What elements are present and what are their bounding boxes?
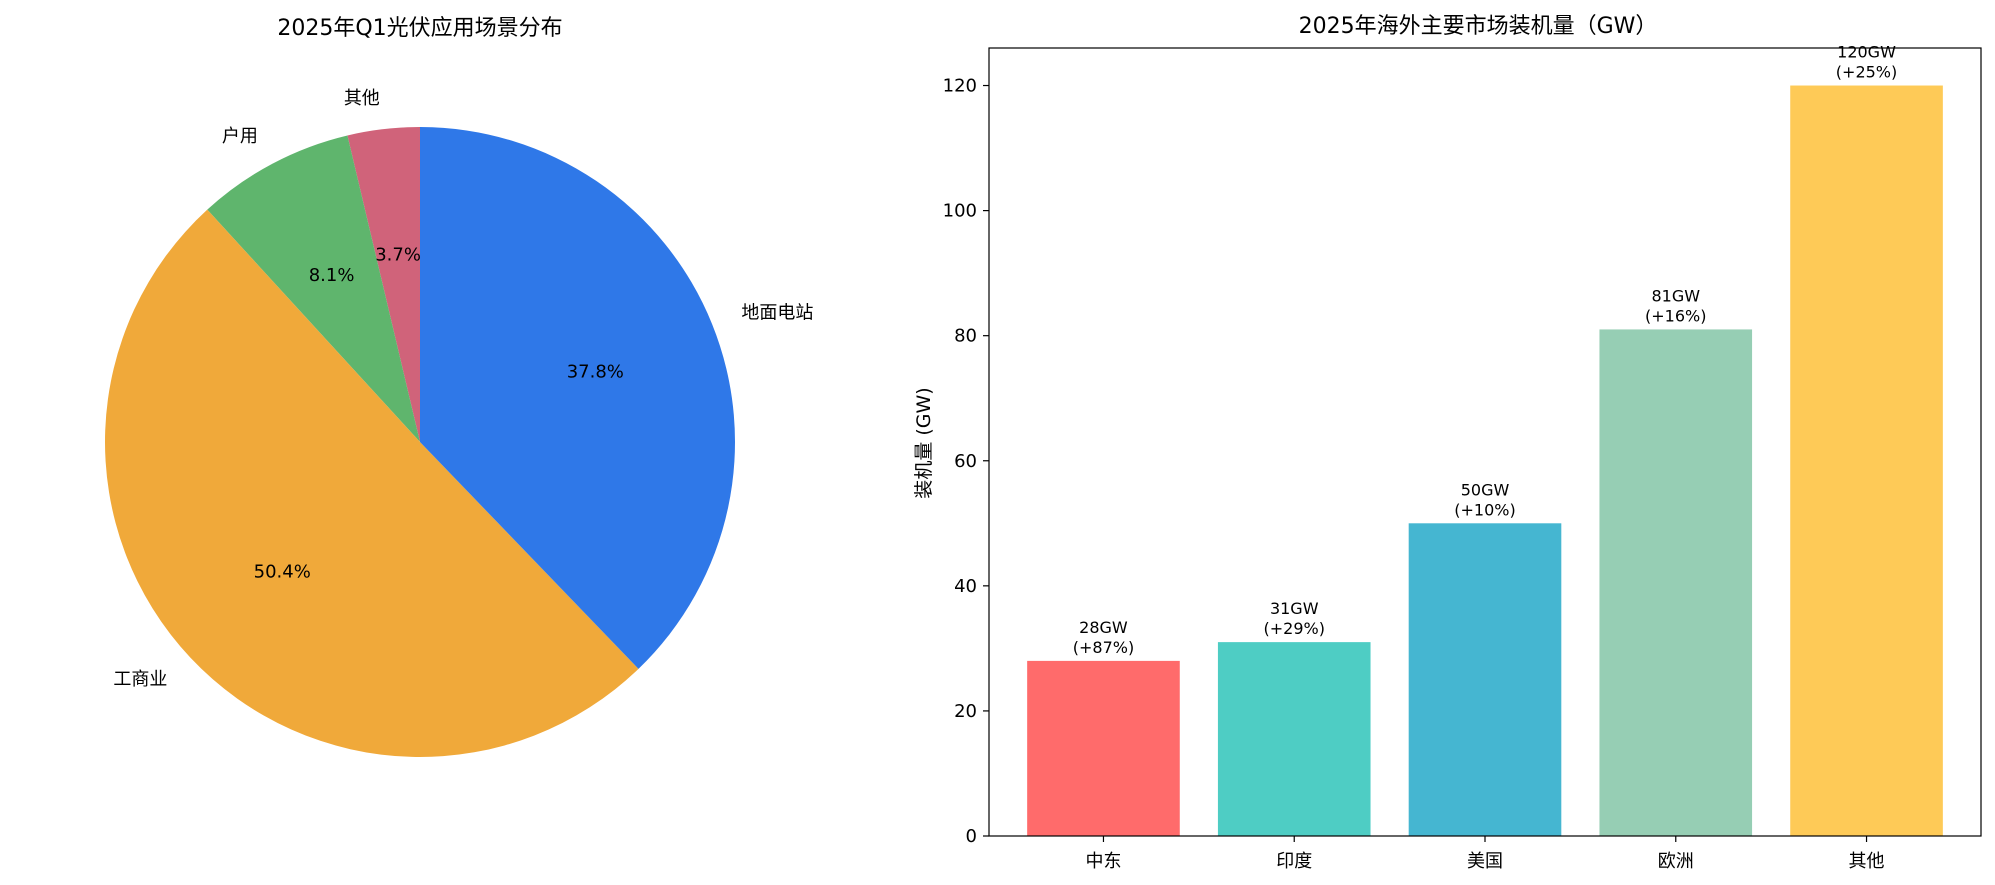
bar-value-label: 81GW [1651, 286, 1700, 305]
x-tick-label: 美国 [1467, 851, 1503, 872]
pie-slice [104, 209, 639, 758]
pie-slice [420, 127, 735, 669]
pie-slice-percent: 3.7% [375, 244, 421, 265]
pie-labels: 其他 3.7% 户用 8.1% 工商业 50.4% 地面电站 37.8% [113, 88, 813, 690]
bar-value-labels: 28GW(+87%) 31GW(+29%) 50GW(+10%) 81GW(+16%)… [1073, 43, 1898, 657]
x-tick-label: 其他 [1849, 851, 1885, 872]
bar-value-label: 120GW [1837, 43, 1896, 62]
y-tick-label: 80 [954, 326, 977, 347]
bar-growth-label: (+29%) [1264, 619, 1325, 638]
y-tick-label: 60 [954, 451, 977, 472]
x-tick-label: 印度 [1276, 851, 1312, 872]
pie-slice-percent: 37.8% [567, 361, 624, 382]
x-axis-ticks: 中东 印度 美国 欧洲 其他 [1085, 836, 1885, 872]
pie-slice [207, 135, 420, 442]
bar-growth-label: (+10%) [1454, 500, 1515, 519]
bar-value-label: 31GW [1270, 599, 1319, 618]
pie-slice-label: 地面电站 [741, 302, 813, 323]
bar-value-label: 50GW [1461, 480, 1510, 499]
pie-slice-label: 工商业 [113, 669, 167, 690]
y-axis-ticks: 0 20 40 60 80 100 120 [943, 76, 989, 847]
y-tick-label: 120 [943, 76, 977, 97]
x-tick-label: 中东 [1085, 851, 1121, 872]
bar-bars [1027, 85, 1943, 837]
pie-title: 2025年Q1光伏应用场景分布 [277, 16, 562, 41]
x-tick-label: 欧洲 [1658, 851, 1694, 872]
bar-chart: 2025年海外主要市场装机量（GW） 装机量 (GW) 0 20 40 60 80 100… [913, 14, 1982, 872]
pie-slice-percent: 8.1% [309, 265, 355, 286]
y-tick-label: 20 [954, 701, 977, 722]
pie-slice-label: 其他 [344, 88, 380, 109]
bar-title: 2025年海外主要市场装机量（GW） [1299, 14, 1658, 39]
bar [1408, 523, 1562, 836]
bar-growth-label: (+87%) [1073, 638, 1134, 657]
bar-growth-label: (+25%) [1836, 63, 1897, 82]
pie-slice [347, 127, 420, 442]
pie-chart: 2025年Q1光伏应用场景分布 其他 3.7% 户用 8.1% 工商业 50.4% 地面电站… [104, 16, 813, 758]
pie-slice-label: 户用 [222, 126, 258, 147]
y-tick-label: 100 [943, 201, 977, 222]
y-tick-label: 0 [966, 826, 977, 847]
bar [1790, 85, 1943, 837]
bar [1027, 660, 1180, 836]
bar [1217, 642, 1371, 836]
bar-value-label: 28GW [1079, 618, 1128, 637]
bar [1599, 329, 1753, 836]
pie-slices [104, 127, 735, 758]
pie-slice-percent: 50.4% [254, 561, 311, 582]
bar-growth-label: (+16%) [1645, 306, 1706, 325]
y-tick-label: 40 [954, 576, 977, 597]
y-axis-label: 装机量 (GW) [913, 387, 935, 498]
